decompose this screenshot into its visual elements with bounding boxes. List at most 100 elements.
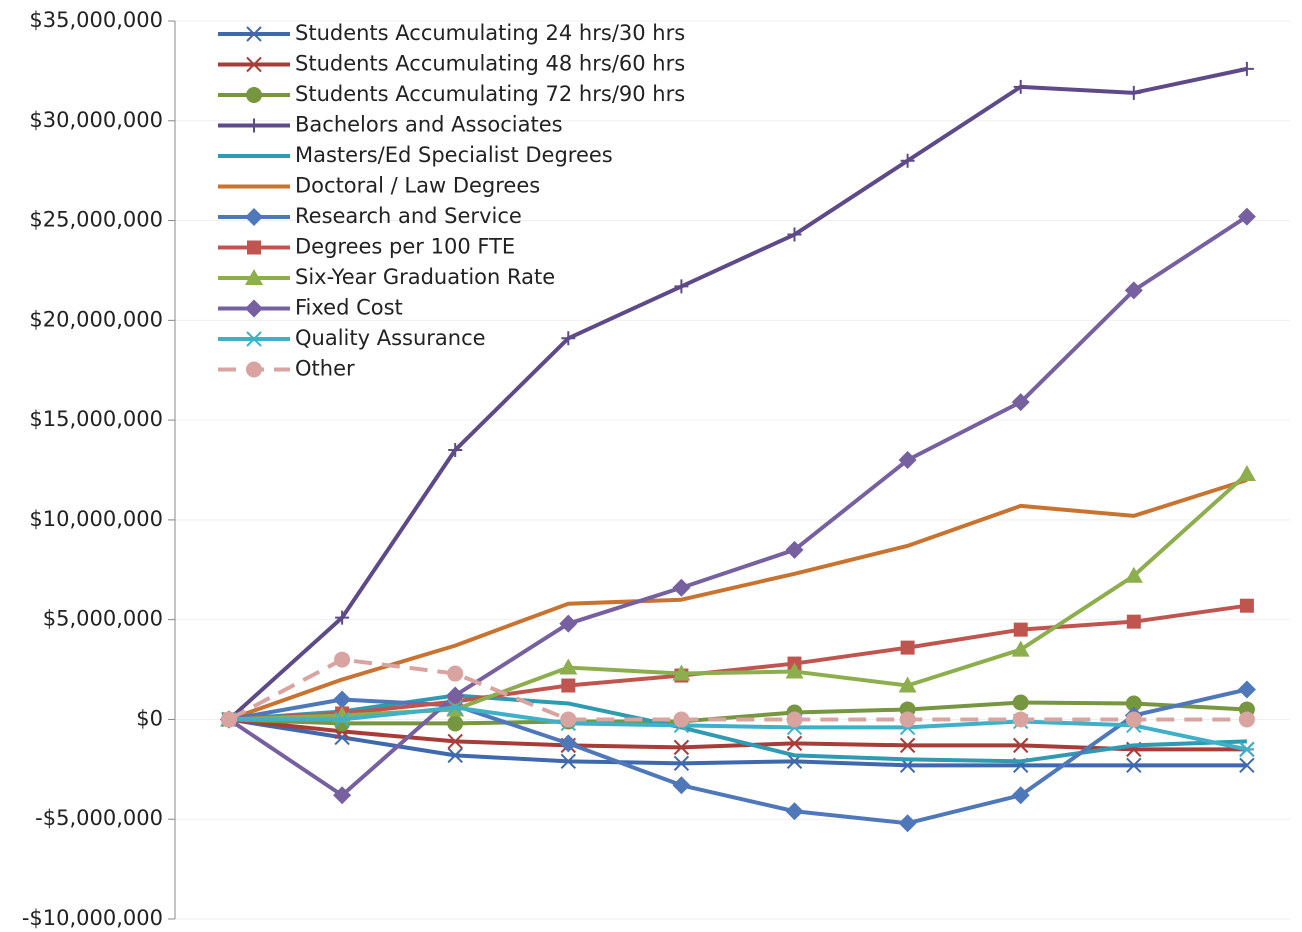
marker (1239, 598, 1254, 613)
marker (448, 443, 463, 458)
marker (1237, 207, 1256, 226)
marker (246, 56, 262, 73)
marker (1013, 79, 1028, 94)
y-tick-label: $15,000,000 (29, 407, 163, 431)
marker (899, 737, 916, 754)
line (228, 657, 1247, 722)
marker (786, 735, 803, 752)
marker (672, 776, 691, 795)
marker (1013, 622, 1028, 637)
marker (1124, 566, 1143, 583)
marker (560, 711, 577, 728)
marker (786, 711, 803, 728)
marker (246, 87, 262, 103)
legend-label: Research and Service (295, 204, 522, 228)
marker (1012, 694, 1029, 711)
marker (561, 678, 576, 693)
marker (334, 711, 350, 728)
marker (785, 662, 804, 679)
marker (787, 227, 802, 242)
marker (447, 747, 463, 764)
line (228, 603, 1248, 722)
line (228, 687, 1248, 826)
marker (1012, 737, 1029, 754)
marker (1011, 640, 1030, 657)
series (220, 464, 1256, 727)
marker (246, 331, 262, 347)
marker (245, 208, 263, 226)
marker (900, 640, 915, 655)
marker (447, 665, 464, 682)
y-tick-label: $0 (136, 706, 163, 730)
line (227, 214, 1248, 798)
marker (559, 658, 578, 675)
marker (333, 786, 352, 805)
marker (673, 711, 690, 728)
marker (1124, 281, 1143, 300)
marker (561, 331, 576, 346)
marker (1125, 711, 1142, 728)
marker (1239, 757, 1255, 774)
marker (446, 686, 465, 705)
marker (335, 610, 350, 625)
y-tick-label: $25,000,000 (29, 208, 163, 232)
line (229, 705, 1248, 752)
legend-label: Quality Assurance (295, 326, 486, 350)
marker (221, 711, 237, 728)
legend-label: Six-Year Graduation Rate (295, 265, 555, 289)
y-tick-label: -$10,000,000 (22, 906, 163, 930)
series (228, 478, 1248, 722)
legend-label: Students Accumulating 72 hrs/90 hrs (295, 82, 685, 106)
y-tick-label: -$5,000,000 (35, 806, 163, 830)
line (228, 478, 1248, 722)
series (221, 651, 1255, 728)
series (220, 680, 1256, 833)
legend-label: Fixed Cost (295, 296, 403, 320)
y-tick-label: $35,000,000 (29, 8, 163, 32)
marker (245, 299, 263, 318)
marker (898, 676, 917, 693)
marker (1011, 786, 1030, 805)
marker (672, 664, 691, 681)
marker (673, 739, 690, 756)
marker (785, 802, 804, 821)
marker (1239, 741, 1255, 758)
marker (785, 540, 804, 559)
marker (334, 651, 351, 668)
legend-label: Doctoral / Law Degrees (295, 174, 540, 198)
line (228, 717, 1247, 752)
marker (1126, 614, 1141, 629)
marker (246, 361, 262, 378)
legend-label: Other (295, 357, 355, 381)
y-tick-label: $20,000,000 (29, 307, 163, 331)
marker (672, 578, 691, 597)
marker (247, 240, 261, 255)
marker (1126, 85, 1141, 100)
line (228, 700, 1248, 726)
marker (898, 814, 917, 833)
marker (1237, 464, 1256, 481)
marker (900, 153, 915, 168)
marker (899, 711, 916, 728)
series (220, 207, 1256, 805)
marker (1126, 757, 1142, 774)
marker (1239, 61, 1254, 76)
y-tick-label: $30,000,000 (29, 108, 163, 132)
marker (1125, 695, 1142, 712)
marker (447, 715, 464, 732)
marker (1237, 680, 1256, 699)
marker (674, 279, 689, 294)
marker (898, 451, 917, 470)
marker (1238, 711, 1255, 728)
line (227, 66, 1248, 721)
legend-label: Bachelors and Associates (295, 113, 563, 137)
marker (246, 26, 262, 42)
marker (673, 755, 690, 772)
marker (333, 690, 352, 709)
legend-label: Students Accumulating 48 hrs/60 hrs (295, 52, 685, 76)
legend-label: Students Accumulating 24 hrs/30 hrs (295, 21, 685, 45)
marker (447, 733, 463, 750)
marker (559, 614, 578, 633)
marker (245, 269, 263, 285)
